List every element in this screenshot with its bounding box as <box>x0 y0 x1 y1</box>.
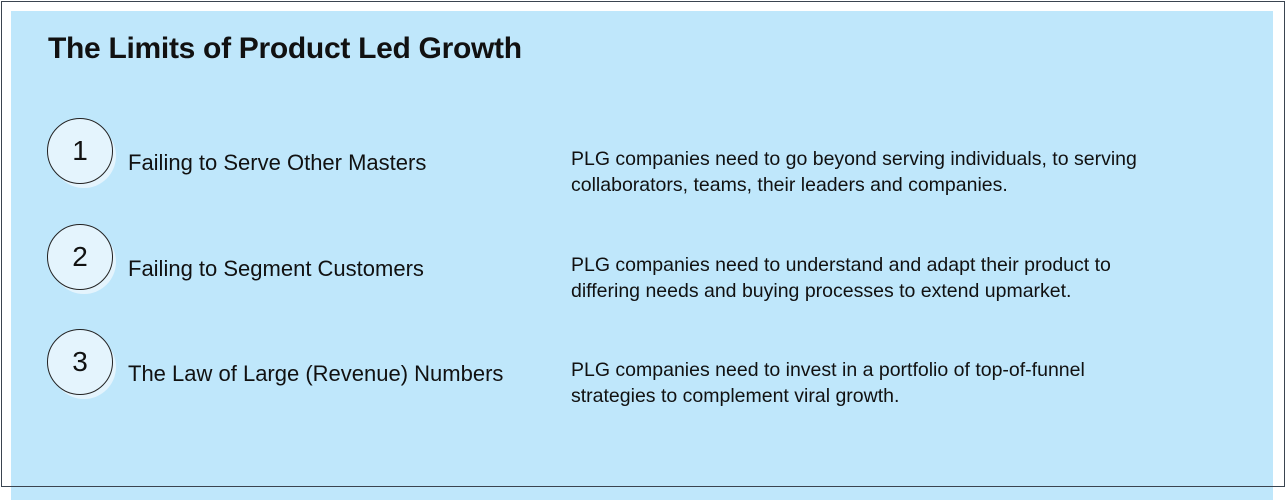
item-description: PLG companies need to understand and ada… <box>571 252 1111 304</box>
description-line: collaborators, teams, their leaders and … <box>571 174 1008 196</box>
item-label: Failing to Segment Customers <box>128 255 424 281</box>
description-line: PLG companies need to invest in a portfo… <box>571 359 1085 381</box>
panel-background <box>11 11 1273 500</box>
number-badge: 3 <box>47 329 113 395</box>
description-line: PLG companies need to go beyond serving … <box>571 148 1137 170</box>
description-line: strategies to complement viral growth. <box>571 385 900 407</box>
description-line: PLG companies need to understand and ada… <box>571 253 1111 276</box>
panel-frame <box>1 1 1285 487</box>
number-badge: 1 <box>47 118 113 184</box>
item-description: PLG companies need to go beyond serving … <box>571 146 1137 198</box>
item-label: The Law of Large (Revenue) Numbers <box>128 361 504 386</box>
item-label: Failing to Serve Other Masters <box>128 150 427 175</box>
description-line: differing needs and buying processes to … <box>571 279 1072 302</box>
number-badge: 2 <box>47 223 113 290</box>
item-description: PLG companies need to invest in a portfo… <box>571 357 1085 409</box>
item: 3 The Law of Large (Revenue) Numbers PLG c… <box>0 325 1287 425</box>
item: 2 Failing to Segment Customers PLG compani… <box>0 220 1287 320</box>
item: 1 Failing to Serve Other Masters PLG compa… <box>0 114 1287 214</box>
title: The Limits of Product Led Growth <box>48 32 522 65</box>
